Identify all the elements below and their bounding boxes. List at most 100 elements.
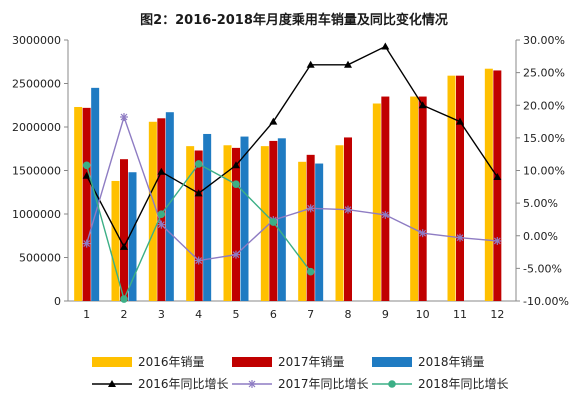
bar-2016-m11 <box>447 75 456 301</box>
bar-2018-m6 <box>277 138 286 301</box>
point-2016-m5 <box>232 161 240 169</box>
bar-2016-m12 <box>484 68 493 302</box>
bar-2016-m3 <box>148 121 157 301</box>
point-2017-m4 <box>194 256 203 265</box>
point-2016-m12 <box>493 173 502 181</box>
bar-2017-m2 <box>120 159 128 301</box>
point-2016-m10 <box>418 101 427 109</box>
x-tick-label: 8 <box>345 308 352 321</box>
legend-label: 2016年同比增长 <box>138 377 229 391</box>
right-tick-label: 10.00% <box>523 165 565 178</box>
x-tick-label: 3 <box>158 308 165 321</box>
bar-2016-m9 <box>372 103 381 301</box>
bar-2018-m4 <box>203 133 212 301</box>
point-2016-m1 <box>82 171 91 179</box>
right-tick-label: -5.00% <box>523 262 562 275</box>
x-tick-label: 9 <box>382 308 389 321</box>
bar-2018-m2 <box>128 172 137 301</box>
point-2018-m2 <box>120 295 128 303</box>
axes: 0 500000 1000000 1500000 2000000 2500000 30000… <box>12 34 569 321</box>
point-2018-m3 <box>157 210 166 219</box>
legend-swatch-bar <box>92 357 132 367</box>
left-tick-label: 500000 <box>19 252 61 265</box>
bar-2016-m4 <box>186 146 195 301</box>
point-2017-m5 <box>232 250 240 259</box>
point-2017-m11 <box>456 233 464 242</box>
bar-2017-m3 <box>157 118 166 301</box>
chart-title: 图2：2016-2018年月度乘用车销量及同比变化情况 <box>140 12 448 28</box>
point-2017-m1 <box>82 239 91 248</box>
point-2016-m6 <box>269 117 278 125</box>
x-tick-label: 11 <box>453 308 467 321</box>
right-tick-label: 0.00% <box>523 230 558 243</box>
point-2016-m3 <box>157 167 166 175</box>
bar-2018-m3 <box>165 112 174 302</box>
x-tick-label: 6 <box>270 308 277 321</box>
legend-label: 2016年销量 <box>138 355 205 369</box>
legend-label: 2017年同比增长 <box>278 377 369 391</box>
bar-2016-m6 <box>260 146 269 301</box>
bar-2017-m4 <box>194 150 203 301</box>
legend-swatch-bar <box>372 357 412 367</box>
lines <box>82 42 502 303</box>
point-2017-m7 <box>306 204 315 213</box>
bar-2017-m7 <box>306 154 315 301</box>
bar-2017-m8 <box>344 137 352 301</box>
bar-2016-m1 <box>74 106 83 302</box>
x-tick-label: 2 <box>121 308 128 321</box>
right-tick-label: 20.00% <box>523 99 565 112</box>
point-2018-m4 <box>194 160 203 168</box>
legend-swatch-marker <box>108 380 116 387</box>
point-2016-m7 <box>306 60 315 68</box>
x-tick-label: 4 <box>195 308 202 321</box>
point-2017-m10 <box>418 229 427 238</box>
bar-2016-m2 <box>111 180 120 301</box>
line-2017-growth <box>85 114 498 262</box>
left-tick-label: 1500000 <box>12 165 61 178</box>
x-tick-label: 10 <box>416 308 430 321</box>
legend-swatch-marker <box>388 380 396 388</box>
bar-2016-m7 <box>298 161 307 301</box>
right-tick-label: 30.00% <box>523 34 565 47</box>
x-tick-label: 12 <box>490 308 504 321</box>
legend-swatch-marker <box>248 380 256 388</box>
point-2016-m11 <box>456 117 464 125</box>
legend-label: 2018年同比增长 <box>418 377 509 391</box>
left-tick-label: 2500000 <box>12 78 61 91</box>
point-2018-m5 <box>232 180 240 189</box>
x-tick-label: 7 <box>307 308 314 321</box>
point-2016-m8 <box>344 60 352 68</box>
left-tick-label: 1000000 <box>12 208 61 221</box>
bar-2016-m8 <box>335 145 344 301</box>
x-tick-label: 1 <box>83 308 90 321</box>
point-2016-m9 <box>381 42 390 50</box>
legend-label: 2018年销量 <box>418 355 485 369</box>
point-2018-m1 <box>82 161 91 170</box>
left-tick-label: 3000000 <box>12 34 61 47</box>
bar-2016-m10 <box>410 96 419 301</box>
bar-2017-m10 <box>418 96 427 301</box>
point-2016-m2 <box>120 242 128 250</box>
point-2017-m3 <box>157 220 166 229</box>
point-2018-m7 <box>306 267 315 276</box>
bar-2017-m9 <box>381 96 390 301</box>
bar-2017-m5 <box>232 147 240 301</box>
point-2017-m12 <box>493 236 502 245</box>
point-2017-m2 <box>120 112 128 121</box>
legend-swatch-bar <box>232 357 272 367</box>
point-2017-m8 <box>344 205 352 214</box>
bar-2017-m1 <box>82 107 91 301</box>
legend: 2016年销量 2017年销量 2018年销量 2016年同比增长 2017年同比增长 2… <box>92 355 509 391</box>
point-2016-m4 <box>194 189 203 197</box>
bar-2017-m11 <box>456 75 464 301</box>
left-tick-label: 0 <box>54 295 61 308</box>
left-tick-label: 2000000 <box>12 121 61 134</box>
point-2017-m9 <box>381 210 390 219</box>
bar-2018-m5 <box>240 136 249 301</box>
right-tick-label: 5.00% <box>523 197 558 210</box>
legend-label: 2017年销量 <box>278 355 345 369</box>
x-tick-label: 5 <box>233 308 240 321</box>
point-2018-m6 <box>269 218 278 226</box>
